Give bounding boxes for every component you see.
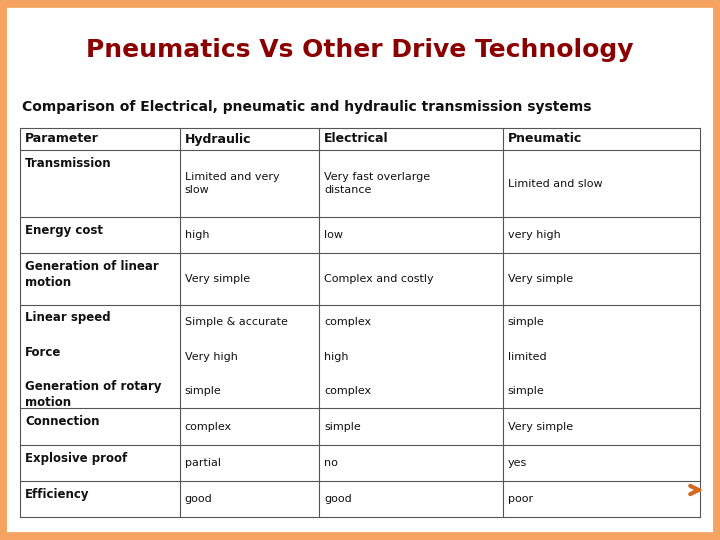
Text: Generation of linear
motion: Generation of linear motion [25,260,158,289]
Text: low: low [324,230,343,240]
Text: very high: very high [508,230,561,240]
Text: Energy cost: Energy cost [25,224,103,237]
Text: Complex and costly: Complex and costly [324,274,434,284]
Text: Limited and slow: Limited and slow [508,179,603,188]
Text: good: good [185,494,212,504]
Text: Very simple: Very simple [508,274,573,284]
Text: complex: complex [324,318,372,327]
Text: Parameter: Parameter [25,132,99,145]
Text: simple: simple [508,318,544,327]
Text: Very simple: Very simple [508,422,573,431]
Text: Transmission: Transmission [25,157,112,170]
Text: yes: yes [508,458,527,468]
Text: Generation of rotary
motion: Generation of rotary motion [25,380,161,409]
Text: good: good [324,494,352,504]
Text: complex: complex [324,386,372,396]
Text: Limited and very
slow: Limited and very slow [185,172,279,195]
Text: Comparison of Electrical, pneumatic and hydraulic transmission systems: Comparison of Electrical, pneumatic and … [22,100,592,114]
Text: Very high: Very high [185,352,238,362]
Text: partial: partial [185,458,221,468]
Text: limited: limited [508,352,546,362]
Text: high: high [185,230,210,240]
Text: high: high [324,352,348,362]
Text: complex: complex [185,422,232,431]
Text: no: no [324,458,338,468]
Text: simple: simple [185,386,222,396]
Text: Very fast overlarge
distance: Very fast overlarge distance [324,172,431,195]
Text: simple: simple [508,386,544,396]
Text: Connection: Connection [25,415,99,428]
Text: Pneumatics Vs Other Drive Technology: Pneumatics Vs Other Drive Technology [86,38,634,62]
Text: Hydraulic: Hydraulic [185,132,251,145]
Text: Efficiency: Efficiency [25,488,89,501]
Text: Linear speed: Linear speed [25,311,111,324]
Text: Pneumatic: Pneumatic [508,132,582,145]
Text: Electrical: Electrical [324,132,389,145]
Text: poor: poor [508,494,533,504]
Text: Explosive proof: Explosive proof [25,451,127,464]
Text: Simple & accurate: Simple & accurate [185,318,288,327]
Text: Very simple: Very simple [185,274,250,284]
Text: simple: simple [324,422,361,431]
Text: Force: Force [25,346,61,359]
